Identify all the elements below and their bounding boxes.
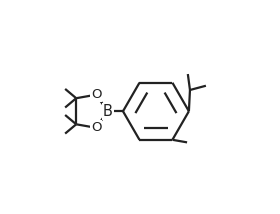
Text: O: O [91,121,101,134]
Text: B: B [103,104,113,119]
Text: O: O [91,88,101,101]
